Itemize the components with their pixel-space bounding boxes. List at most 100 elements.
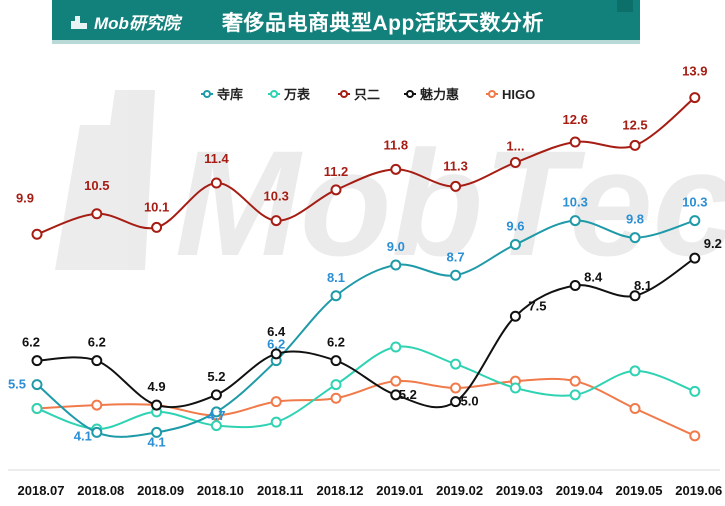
data-point <box>151 426 163 438</box>
data-point <box>91 426 103 438</box>
series-3 <box>31 252 701 411</box>
data-point <box>270 396 282 408</box>
data-point <box>629 139 641 151</box>
data-label: 9.8 <box>626 212 644 227</box>
series-2 <box>31 92 701 240</box>
data-point <box>330 355 342 367</box>
data-label: 10.1 <box>144 199 169 214</box>
legend-item: HIGO <box>486 87 535 102</box>
data-point <box>509 239 521 250</box>
data-point <box>330 184 342 196</box>
data-label: 10.3 <box>264 189 289 204</box>
data-point <box>31 355 43 367</box>
data-point <box>330 290 342 302</box>
data-point <box>210 420 222 432</box>
data-label: 6.2 <box>267 337 285 352</box>
data-point <box>210 389 222 401</box>
data-point <box>689 385 701 397</box>
data-label: 10.3 <box>682 195 707 210</box>
data-point <box>689 430 701 442</box>
data-point <box>91 399 103 411</box>
data-point <box>450 180 462 192</box>
legend-item: 寺库 <box>201 87 243 102</box>
data-label: 7.5 <box>528 298 546 313</box>
data-point <box>270 348 282 360</box>
data-point <box>569 280 581 291</box>
series-line <box>36 345 696 431</box>
data-point <box>390 259 402 271</box>
data-point <box>629 232 641 244</box>
data-point <box>450 396 462 408</box>
legend-label: 万表 <box>283 87 311 102</box>
data-label: 11.8 <box>384 137 409 152</box>
legend-item: 只二 <box>338 87 380 102</box>
x-tick-label: 2018.12 <box>317 483 364 498</box>
data-point <box>390 375 402 387</box>
x-tick-label: 2019.01 <box>376 483 423 498</box>
data-label: 4.1 <box>74 428 92 443</box>
legend-marker <box>203 90 211 98</box>
data-label: 11.3 <box>443 158 468 173</box>
data-label: 12.5 <box>622 117 647 132</box>
data-label: 9.6 <box>506 219 524 234</box>
data-label: 10.5 <box>84 178 109 193</box>
x-tick-label: 2018.09 <box>137 483 184 498</box>
data-point <box>151 399 163 411</box>
data-point <box>509 310 521 322</box>
x-tick-label: 2019.06 <box>675 483 722 498</box>
data-point <box>31 228 43 240</box>
legend-label: 寺库 <box>217 87 243 102</box>
x-tick-label: 2019.02 <box>436 483 483 498</box>
data-point <box>689 252 701 264</box>
x-tick-label: 2019.05 <box>616 483 663 498</box>
banner-tab <box>617 0 633 12</box>
data-point <box>91 355 103 367</box>
x-tick-label: 2018.11 <box>257 483 303 498</box>
data-point <box>330 392 342 404</box>
brand-logo: Mob研究院 <box>70 9 180 34</box>
x-axis-ticks: 2018.07 2018.08 2018.09 2018.10 2018.11 2018.… <box>18 483 723 498</box>
data-point <box>151 221 163 233</box>
data-label: 9.9 <box>16 190 34 205</box>
x-tick-label: 2019.03 <box>496 483 543 498</box>
legend-marker <box>488 90 496 98</box>
legend-label: 魅力惠 <box>420 87 459 102</box>
data-label: 13.9 <box>682 64 707 79</box>
legend-item: 魅力惠 <box>404 87 459 102</box>
data-point <box>390 341 402 353</box>
data-label: 5.0 <box>461 394 479 409</box>
legend-label: HIGO <box>502 87 535 102</box>
series-0 <box>31 215 701 438</box>
data-point <box>390 163 402 175</box>
data-label: 10.3 <box>563 195 588 210</box>
data-label: 1... <box>506 139 524 154</box>
legend-marker <box>406 90 414 98</box>
data-point <box>270 416 282 428</box>
data-label: 4.1 <box>148 434 166 449</box>
legend-label: 只二 <box>354 87 380 102</box>
data-point <box>450 382 462 394</box>
legend: 寺库 万表 只二 魅力惠 HIGO <box>201 87 535 102</box>
data-label: 4.9 <box>148 379 166 394</box>
data-label: 8.7 <box>447 249 465 264</box>
data-point <box>569 389 581 401</box>
data-point <box>569 136 581 148</box>
data-label: 12.6 <box>563 112 588 127</box>
data-point <box>689 215 701 227</box>
data-label: 8.4 <box>584 270 603 285</box>
data-point <box>569 215 581 227</box>
x-tick-label: 2018.10 <box>197 483 244 498</box>
data-point <box>509 382 521 394</box>
data-label: 9.2 <box>704 236 722 251</box>
data-label: 6.2 <box>22 335 40 350</box>
data-label: 6.4 <box>267 324 286 339</box>
data-label: 11.4 <box>204 151 229 166</box>
x-tick-label: 2018.08 <box>77 483 124 498</box>
data-point <box>31 403 43 414</box>
data-label: 5.5 <box>8 377 26 392</box>
data-point <box>330 379 342 391</box>
data-point <box>569 375 581 387</box>
series-1 <box>31 341 701 435</box>
data-label: 6.2 <box>88 335 106 350</box>
